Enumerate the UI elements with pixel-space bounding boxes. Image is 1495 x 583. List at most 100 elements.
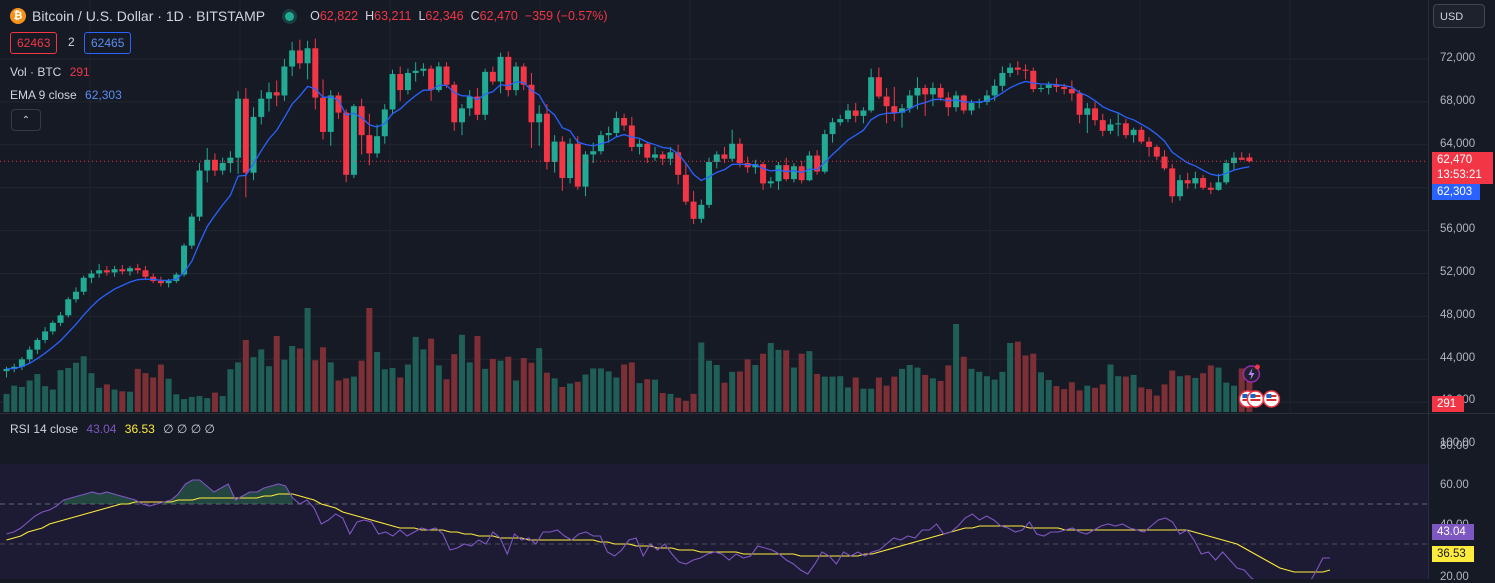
volume-bar xyxy=(150,377,157,412)
candle-body xyxy=(57,315,64,323)
candle-body xyxy=(899,108,906,113)
volume-bar xyxy=(1192,377,1199,412)
volume-bar xyxy=(767,342,774,412)
volume-bar xyxy=(397,377,404,412)
volume-bar xyxy=(983,376,990,412)
volume-bar xyxy=(644,379,651,412)
candle-body xyxy=(837,119,844,123)
volume-bar xyxy=(320,347,327,412)
spread-value: 2 xyxy=(68,35,75,49)
candle-body xyxy=(659,154,666,159)
candle-body xyxy=(219,163,226,171)
candle-body xyxy=(806,155,813,181)
close-value: 62,470 xyxy=(479,9,518,23)
candle-body xyxy=(675,152,682,175)
rsi-legend-label: RSI 14 close xyxy=(10,422,79,436)
candle-body xyxy=(1122,123,1129,136)
us-flag-event-icon xyxy=(1262,390,1281,408)
candle-body xyxy=(103,270,110,273)
candle-body xyxy=(968,102,975,111)
volume-bar xyxy=(204,398,211,412)
candle-body xyxy=(860,110,867,116)
candle-body xyxy=(991,85,998,96)
ema-legend[interactable]: EMA 9 close 62,303 xyxy=(10,88,122,102)
volume-legend[interactable]: Vol · BTC 291 xyxy=(10,65,90,79)
volume-bar xyxy=(945,365,952,412)
symbol-title[interactable]: Bitcoin / U.S. Dollar · 1D · BITSTAMP xyxy=(32,8,266,24)
candle-body xyxy=(1153,146,1160,157)
candle-body xyxy=(474,96,481,115)
currency-selector[interactable]: USD xyxy=(1433,4,1485,28)
rsi-ma-legend-value: 36.53 xyxy=(124,422,155,436)
volume-bar xyxy=(11,385,18,412)
volume-bar xyxy=(875,377,882,412)
candle-body xyxy=(1176,180,1183,197)
candle-body xyxy=(667,152,674,159)
volume-bar xyxy=(157,364,164,412)
volume-bar xyxy=(991,379,998,412)
bar-countdown: 13:53:21 xyxy=(1437,169,1482,181)
volume-bar xyxy=(1138,387,1145,412)
volume-bar xyxy=(389,367,396,412)
volume-bar xyxy=(304,308,311,412)
candle-body xyxy=(235,98,242,158)
candle-body xyxy=(644,143,651,158)
volume-bar xyxy=(1037,372,1044,412)
volume-bar xyxy=(412,336,419,412)
candle-body xyxy=(458,108,465,123)
candle-body xyxy=(1030,70,1037,90)
volume-bar xyxy=(513,380,520,412)
buy-price-button[interactable]: 62465 xyxy=(84,32,132,54)
volume-bar xyxy=(559,386,566,412)
candle-body xyxy=(1022,69,1029,71)
volume-bar xyxy=(165,378,172,412)
candle-body xyxy=(88,273,95,278)
volume-bar xyxy=(420,349,427,412)
candle-body xyxy=(1207,187,1214,190)
chevron-up-icon: ⌃ xyxy=(21,114,31,126)
rsi-legend[interactable]: RSI 14 close 43.04 36.53 ∅ ∅ ∅ ∅ xyxy=(10,422,215,436)
candle-body xyxy=(1084,108,1091,115)
bitcoin-logo-icon: ₿ xyxy=(10,8,26,24)
volume-bar xyxy=(790,367,797,412)
volume-bar xyxy=(798,353,805,412)
candle-body xyxy=(767,181,774,184)
volume-bar xyxy=(343,378,350,412)
volume-bar xyxy=(443,379,450,412)
candle-body xyxy=(551,141,558,162)
candle-body xyxy=(374,136,381,154)
candle-body xyxy=(999,72,1006,86)
rsi-axis-label: 60.00 xyxy=(1440,479,1469,491)
volume-bar xyxy=(358,360,365,412)
candle-body xyxy=(1014,67,1021,70)
candle-body xyxy=(829,122,836,135)
candle-body xyxy=(983,95,990,102)
candle-body xyxy=(389,74,396,110)
market-open-status-icon[interactable] xyxy=(285,11,295,21)
volume-bar xyxy=(1161,384,1168,412)
volume-bar xyxy=(1169,370,1176,412)
candle-body xyxy=(420,68,427,71)
price-axis-label: 72,000 xyxy=(1440,52,1476,64)
candle-body xyxy=(1045,84,1052,88)
sell-price-button[interactable]: 62463 xyxy=(10,32,58,54)
volume-bar xyxy=(88,373,95,412)
volume-bar xyxy=(1007,342,1014,412)
volume-bar xyxy=(520,358,527,412)
volume-bar xyxy=(621,364,628,412)
candle-body xyxy=(482,71,489,115)
volume-bar xyxy=(528,362,535,412)
candle-body xyxy=(520,66,527,85)
volume-bar xyxy=(1030,353,1037,412)
volume-bar xyxy=(582,374,589,412)
low-value: 62,346 xyxy=(425,9,464,23)
collapse-legend-button[interactable]: ⌃ xyxy=(11,109,41,131)
candle-body xyxy=(883,96,890,107)
open-label: O xyxy=(310,9,320,23)
candle-body xyxy=(119,269,126,272)
candle-body xyxy=(1230,157,1237,164)
volume-bar xyxy=(868,388,875,412)
candle-body xyxy=(281,66,288,96)
volume-bar xyxy=(96,387,103,412)
